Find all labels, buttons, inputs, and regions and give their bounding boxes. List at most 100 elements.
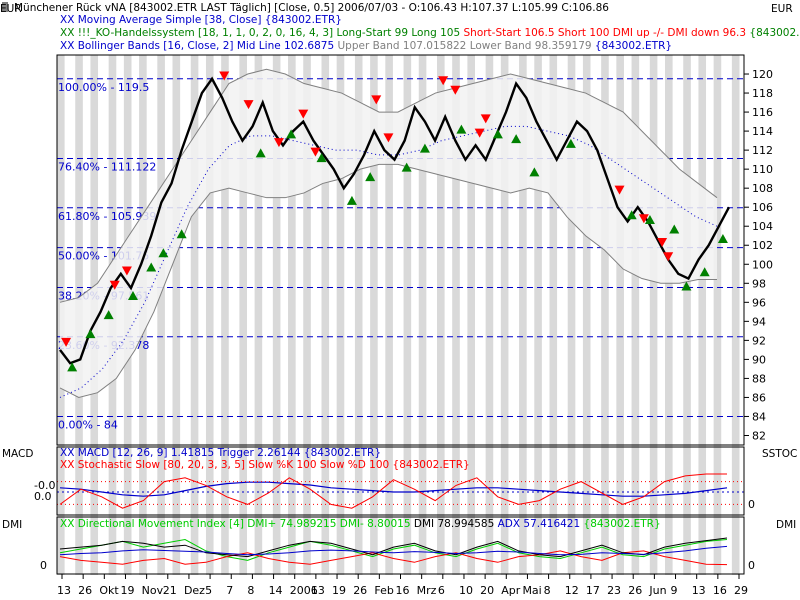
- x-tick-label: 16: [713, 584, 727, 597]
- y-tick-label: 114: [752, 125, 773, 138]
- x-tick-label: 20: [480, 584, 494, 597]
- x-tick-label: 26: [628, 584, 642, 597]
- dmi-tick-right: 0: [748, 559, 755, 572]
- macd-tick-top: -0.0: [34, 479, 55, 492]
- header-title-line: Münchener Rück vNA [843002.ETR LAST Tägl…: [14, 2, 609, 14]
- time-stripe: [582, 55, 591, 575]
- y-tick-label: 98: [752, 277, 766, 290]
- buy-signal-marker: [146, 262, 157, 272]
- buy-signal-marker: [456, 124, 467, 134]
- time-stripe: [272, 55, 281, 575]
- time-stripe: [567, 55, 576, 575]
- time-stripe: [172, 55, 181, 575]
- buy-signal-marker: [85, 329, 96, 339]
- time-stripes: [57, 55, 740, 575]
- x-tick-label: 7: [226, 584, 233, 597]
- x-tick-label: 21: [163, 584, 177, 597]
- dmi-minus-line: [59, 550, 728, 566]
- sell-signal-marker: [450, 85, 461, 95]
- header-bollinger-line: XX Bollinger Bands [16, Close, 2] Mid Li…: [60, 40, 672, 52]
- buy-signal-marker: [67, 362, 78, 372]
- price-line: [59, 76, 731, 365]
- stoch-legend: XX Stochastic Slow [80, 20, 3, 3, 5] Slo…: [60, 459, 470, 471]
- sell-signal-marker: [474, 128, 485, 138]
- buy-signal-marker: [717, 233, 728, 243]
- macd-tick-zero: 0.0: [34, 490, 52, 503]
- lower-panel-legend: MACD SSTOC XX MACD [12, 26, 9] 1.41815 T…: [2, 447, 797, 572]
- header-segment: {843002.ETR}: [746, 27, 800, 39]
- time-stripe: [288, 55, 296, 575]
- buy-signal-marker: [492, 129, 503, 139]
- time-stripe: [519, 55, 527, 575]
- y-tick-label: 110: [752, 163, 773, 176]
- buy-signal-marker: [286, 129, 297, 139]
- buy-signal-marker: [316, 153, 327, 163]
- dmi-legend-green: XX Directional Movement Index [4] DMI+ 7…: [60, 518, 411, 530]
- y-tick-label: 92: [752, 334, 766, 347]
- fib-level-label: 76.40% - 111.122: [58, 160, 156, 173]
- macd-legend: XX MACD [12, 26, 9] 1.41815 Trigger 2.26…: [60, 447, 381, 459]
- sell-signal-marker: [614, 185, 625, 195]
- y-tick-label: 108: [752, 182, 773, 195]
- x-tick-label: 13: [692, 584, 706, 597]
- time-stripe: [385, 55, 393, 575]
- buy-signal-marker: [401, 162, 412, 172]
- fib-level-label: 61.80% - 105.939: [58, 210, 156, 223]
- x-tick-label: Okt: [99, 584, 119, 597]
- x-tick-label: 13: [311, 584, 325, 597]
- header-segment: Short-Start 106.5 Short 100: [460, 27, 609, 39]
- sell-signal-marker: [61, 337, 72, 347]
- y-tick-label: 88: [752, 372, 766, 385]
- sell-signal-marker: [121, 266, 132, 276]
- time-stripe: [221, 55, 229, 575]
- stoch-k-line: [59, 473, 727, 509]
- buy-signal-marker: [681, 281, 692, 291]
- time-stripe: [239, 55, 247, 575]
- y-tick-label: 82: [752, 429, 766, 442]
- dmi-label-right: DMI: [776, 519, 796, 531]
- x-tick-label: 2006: [290, 584, 318, 597]
- time-stripe: [631, 55, 640, 575]
- time-stripe: [549, 55, 558, 575]
- x-tick-label: 6: [438, 584, 445, 597]
- x-tick-label: 5: [205, 584, 212, 597]
- price-panel: 100.00% - 119.5 76.40% - 111.122 61.80% - …: [57, 68, 744, 431]
- header-segment: XX !!!_KO-Handelssystem [18, 1, 1, 0, 2,…: [60, 27, 460, 39]
- sell-signal-marker: [383, 133, 394, 143]
- time-stripe: [452, 55, 460, 575]
- sell-signal-marker: [438, 76, 449, 86]
- header-segment: Upper Band 107.015822 Lower Band 98.3591…: [334, 40, 591, 52]
- sell-signal-marker: [273, 138, 284, 148]
- x-tick-label: Jun: [648, 584, 666, 597]
- buy-signal-marker: [529, 167, 540, 177]
- dmi-legend-tail: {843002.ETR}: [580, 518, 660, 530]
- header-ma-line: XX Moving Average Simple [38, Close] {84…: [60, 14, 342, 26]
- x-tick-label: 16: [396, 584, 410, 597]
- time-stripe: [254, 55, 263, 575]
- dmi-legend: XX Directional Movement Index [4] DMI+ 7…: [60, 518, 661, 530]
- x-tick-label: 14: [269, 584, 283, 597]
- x-tick-label: 12: [565, 584, 579, 597]
- x-tick-label: 29: [734, 584, 748, 597]
- currency-left: EUR: [0, 3, 22, 15]
- adx-line: [59, 545, 728, 556]
- y-tick-label: 120: [752, 68, 773, 81]
- y-tick-label: 106: [752, 201, 773, 214]
- header-square-icon: [2, 2, 8, 12]
- buy-signal-marker: [103, 310, 114, 320]
- y-tick-label: 100: [752, 258, 773, 271]
- sell-signal-marker: [109, 280, 120, 290]
- time-stripe: [418, 55, 427, 575]
- x-tick-label: 19: [332, 584, 346, 597]
- x-tick-label: Dez: [184, 584, 205, 597]
- x-tick-label: Nov: [142, 584, 164, 597]
- y-tick-label: 112: [752, 144, 773, 157]
- macd-panel-frame: [56, 446, 745, 516]
- header-segment: XX Bollinger Bands [16, Close, 2] Mid Li…: [60, 40, 334, 52]
- macd-label: MACD: [2, 448, 33, 460]
- time-stripe: [649, 55, 658, 575]
- y-tick-label: 90: [752, 353, 766, 366]
- time-stripe: [616, 55, 624, 575]
- x-tick-label: Mrz: [417, 584, 437, 597]
